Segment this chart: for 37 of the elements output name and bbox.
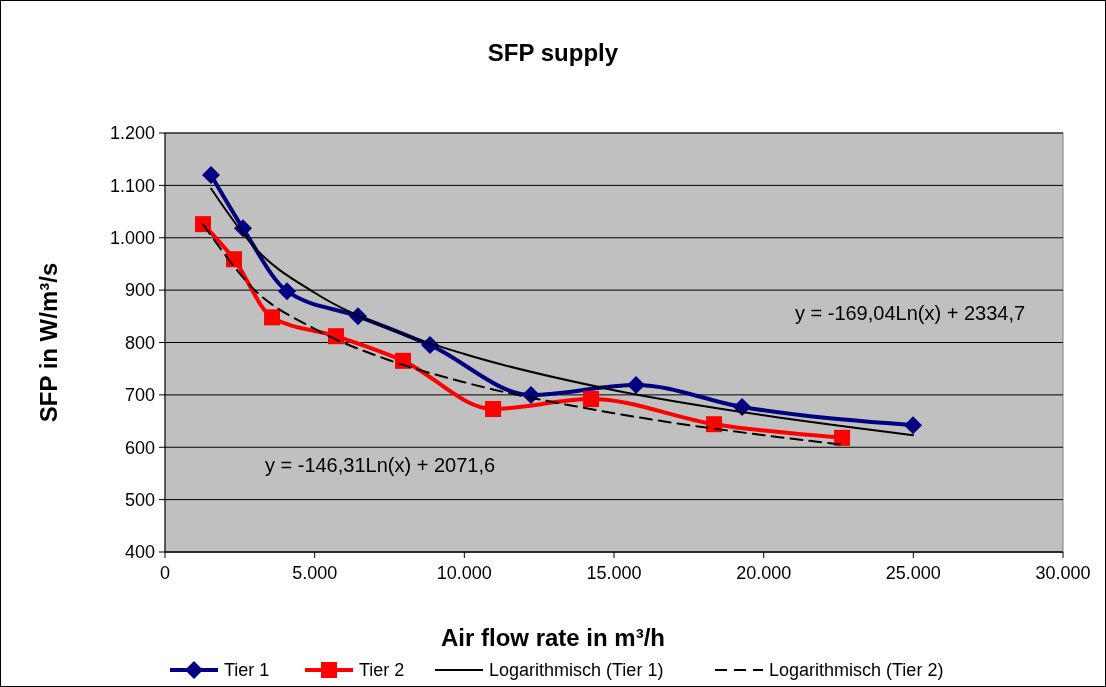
x-tick-label: 30.000: [1035, 563, 1091, 583]
y-tick-label: 1.100: [109, 175, 155, 196]
y-tick-label: 500: [124, 489, 155, 510]
y-tick-label: 800: [124, 332, 155, 353]
legend-label: Logarithmisch (Tier 1): [489, 660, 664, 681]
point: [904, 416, 923, 435]
y-axis-title: SFP in W/m³/s: [35, 262, 62, 423]
legend-label: Logarithmisch (Tier 2): [769, 660, 944, 681]
legend-label: Tier 2: [359, 660, 405, 681]
point: [226, 251, 242, 268]
point: [627, 375, 646, 394]
x-tick-label: 25.000: [885, 563, 941, 583]
point: [202, 165, 221, 184]
y-tick-label: 1.000: [109, 228, 155, 249]
point: [195, 216, 212, 233]
point: [395, 352, 412, 369]
chart-title: SFP supply: [487, 39, 619, 66]
y-tick-label: 400: [124, 542, 155, 563]
y-tick-label: 900: [124, 280, 155, 301]
point: [485, 401, 502, 418]
annotation: y = -146,31Ln(x) + 2071,6: [264, 454, 496, 476]
x-tick-label: 20.000: [736, 563, 792, 583]
annotation: y = -169,04Ln(x) + 2334,7: [794, 302, 1026, 324]
point: [834, 429, 851, 446]
x-tick-label: 5.000: [292, 563, 338, 583]
x-tick-label: 10.000: [436, 563, 492, 583]
x-tick-label: 0: [159, 563, 171, 583]
point: [583, 391, 600, 408]
x-axis-title: Air flow rate in m³/h: [440, 624, 666, 651]
y-tick-label: 600: [124, 437, 155, 458]
x-tick-label: 15.000: [586, 563, 642, 583]
y-tick-label: 700: [124, 385, 155, 406]
point: [264, 309, 281, 326]
y-tick-label: 1.200: [109, 123, 155, 144]
point: [706, 416, 723, 433]
legend-label: Tier 1: [224, 660, 270, 681]
point: [278, 282, 297, 301]
